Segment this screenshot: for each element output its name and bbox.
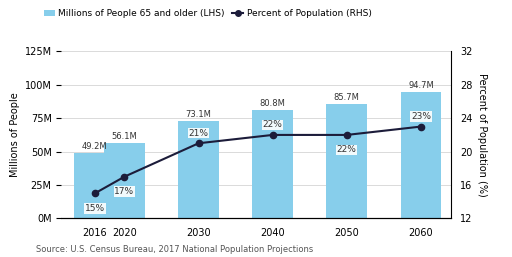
Y-axis label: Percent of Population (%): Percent of Population (%)	[477, 73, 486, 197]
Text: 73.1M: 73.1M	[186, 110, 211, 119]
Text: 56.1M: 56.1M	[112, 132, 137, 141]
Text: 17%: 17%	[114, 187, 135, 196]
Text: 15%: 15%	[84, 204, 105, 213]
Text: 85.7M: 85.7M	[334, 93, 360, 102]
Text: 23%: 23%	[411, 112, 431, 121]
Bar	[327, 104, 367, 218]
Bar	[400, 92, 441, 218]
Text: 94.7M: 94.7M	[408, 81, 434, 90]
Text: 22%: 22%	[263, 120, 283, 130]
Bar	[104, 143, 145, 218]
Text: 49.2M: 49.2M	[82, 142, 108, 151]
Text: 22%: 22%	[337, 145, 357, 154]
Bar	[252, 111, 293, 218]
Text: 80.8M: 80.8M	[260, 99, 286, 108]
Bar	[178, 121, 219, 218]
Text: Source: U.S. Census Bureau, 2017 National Population Projections: Source: U.S. Census Bureau, 2017 Nationa…	[36, 245, 313, 254]
Legend: Millions of People 65 and older (LHS), Percent of Population (RHS): Millions of People 65 and older (LHS), P…	[40, 6, 375, 22]
Bar	[74, 153, 115, 218]
Text: 21%: 21%	[188, 129, 208, 138]
Y-axis label: Millions of People: Millions of People	[10, 93, 20, 177]
